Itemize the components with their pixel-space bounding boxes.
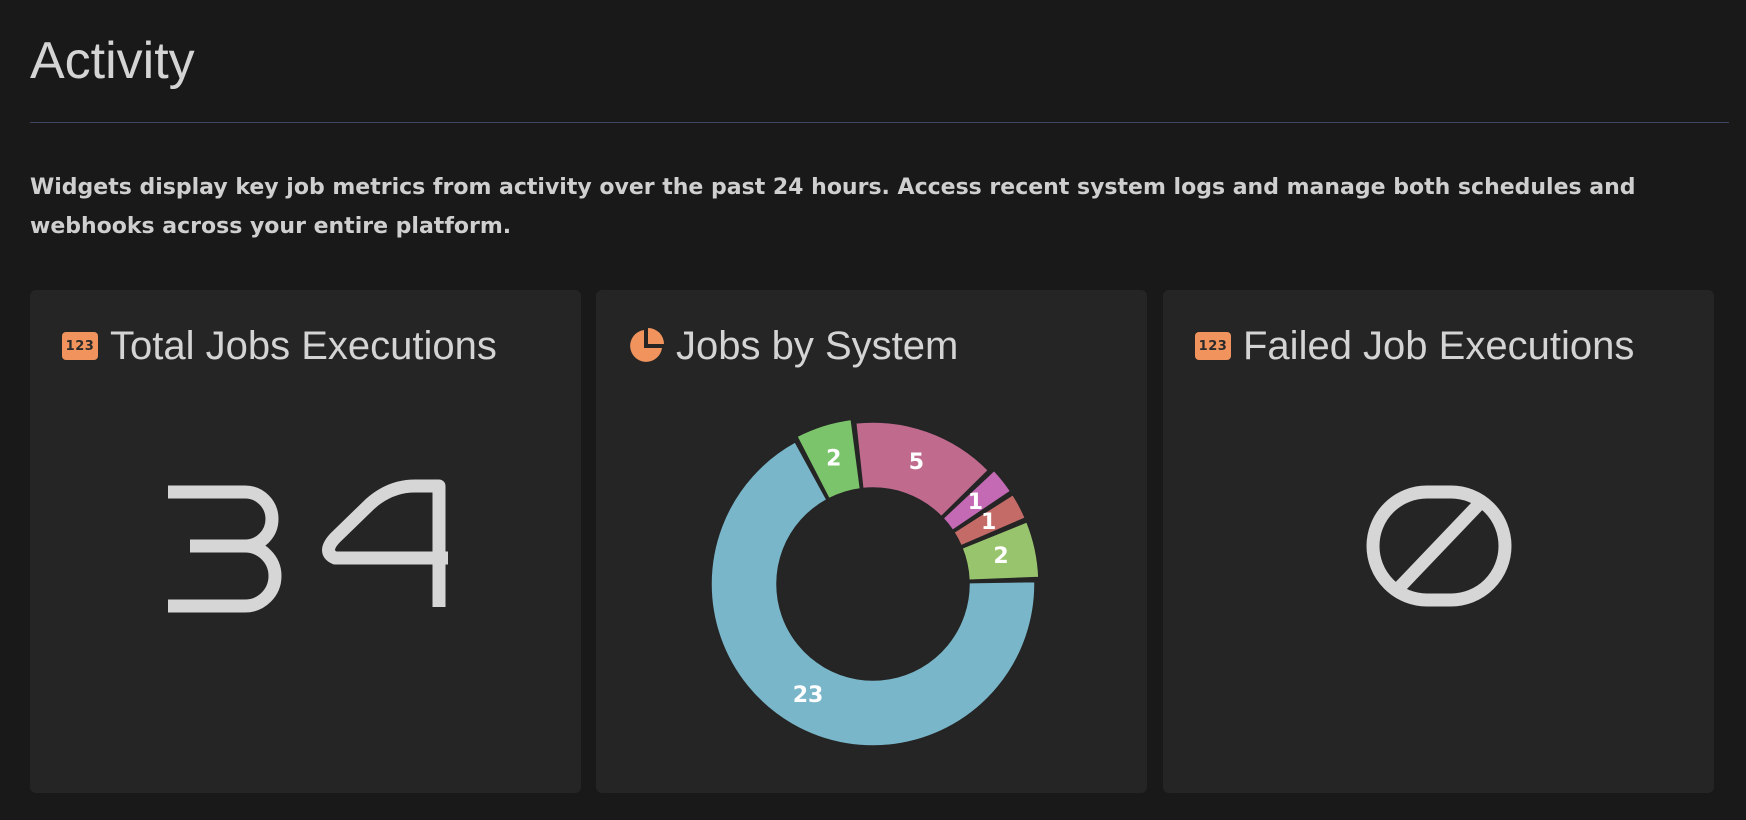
card-header: 123 Total Jobs Executions <box>62 318 497 374</box>
failed-jobs-card: 123 Failed Job Executions 0 <box>1163 290 1714 793</box>
donut-slice[interactable] <box>796 418 862 500</box>
slice-value-label: 2 <box>993 544 1008 569</box>
jobs-by-system-card: Jobs by System 2 5 1 1 2 23 <box>596 290 1147 793</box>
total-jobs-value: 34 <box>168 479 448 613</box>
card-title: Jobs by System <box>676 323 959 368</box>
number-123-icon: 123 <box>62 332 98 360</box>
slice-value-label: 23 <box>793 683 824 708</box>
slice-value-label: 2 <box>826 447 841 472</box>
page-title: Activity <box>30 32 195 90</box>
jobs-by-system-donut: 2 5 11 2 23 <box>710 418 1040 747</box>
number-123-icon: 123 <box>1195 332 1231 360</box>
failed-jobs-value: 0 <box>1366 485 1512 607</box>
donut-slice[interactable] <box>710 441 1036 747</box>
total-jobs-card: 123 Total Jobs Executions 34 <box>30 290 581 793</box>
title-divider <box>30 122 1729 123</box>
pie-chart-icon <box>630 328 664 362</box>
digit-three <box>168 485 282 613</box>
card-header: Jobs by System <box>628 318 958 374</box>
donut-slice[interactable] <box>942 469 1012 532</box>
donut-slice[interactable] <box>953 493 1027 547</box>
donut-slice[interactable] <box>854 421 990 518</box>
card-header: 123 Failed Job Executions <box>1195 318 1634 374</box>
donut-slice[interactable] <box>961 521 1040 582</box>
slice-value-label: 1 <box>981 510 996 535</box>
page-description: Widgets display key job metrics from act… <box>30 175 1636 239</box>
digit-four <box>322 479 448 607</box>
slice-value-label: 5 <box>909 450 924 475</box>
slice-value-label: 1 <box>968 490 983 515</box>
digit-zero <box>1366 485 1512 607</box>
card-title: Total Jobs Executions <box>110 323 497 368</box>
card-title: Failed Job Executions <box>1243 323 1635 368</box>
